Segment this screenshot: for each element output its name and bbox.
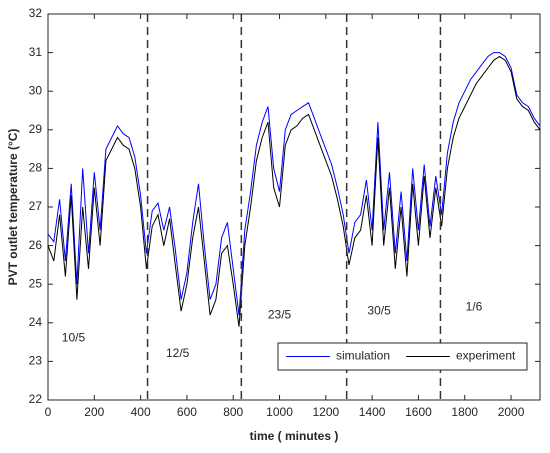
x-tick-label: 2000 (498, 405, 525, 419)
y-tick-label: 30 (29, 83, 43, 97)
y-tick-label: 29 (29, 122, 43, 136)
y-axis-label: PVT outlet temperature (°C) (6, 129, 20, 286)
y-tick-label: 27 (29, 199, 43, 213)
annotation: 10/5 (62, 330, 86, 344)
annotation: 30/5 (367, 303, 391, 317)
y-tick-label: 23 (29, 354, 43, 368)
x-axis-label: time ( minutes ) (250, 429, 339, 443)
x-tick-label: 1000 (266, 405, 293, 419)
y-tick-label: 28 (29, 161, 43, 175)
annotation: 1/6 (466, 300, 483, 314)
x-tick-label: 600 (177, 405, 197, 419)
y-tick-label: 26 (29, 238, 43, 252)
x-tick-label: 400 (131, 405, 151, 419)
legend-label: experiment (456, 349, 516, 363)
x-tick-label: 1400 (359, 405, 386, 419)
annotation: 23/5 (268, 307, 292, 321)
x-tick-label: 1800 (451, 405, 478, 419)
y-tick-label: 25 (29, 276, 43, 290)
y-tick-label: 31 (29, 45, 43, 59)
series-line (47, 55, 541, 327)
series-line (47, 52, 541, 316)
x-tick-label: 1200 (312, 405, 339, 419)
y-tick-label: 22 (29, 392, 43, 406)
y-tick-label: 32 (29, 6, 43, 20)
plot-frame (47, 13, 541, 401)
x-tick-label: 0 (45, 405, 52, 419)
legend-label: simulation (336, 349, 390, 363)
y-tick-label: 24 (29, 315, 43, 329)
x-tick-label: 800 (223, 405, 243, 419)
x-tick-label: 1600 (405, 405, 432, 419)
x-tick-label: 200 (84, 405, 104, 419)
annotation: 12/5 (166, 346, 190, 360)
